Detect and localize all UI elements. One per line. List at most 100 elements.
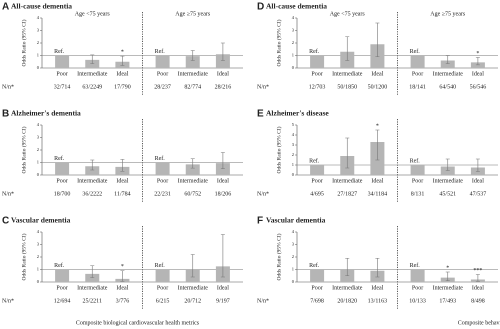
panel-title: All-cause dementia (266, 2, 327, 11)
y-tick-label: 4 (292, 132, 295, 137)
bar-annotation: Ref. (155, 262, 166, 269)
n-value: 13/1163 (368, 298, 387, 304)
bar-annotation: Ref. (410, 157, 421, 164)
bar (310, 165, 325, 175)
bar (85, 59, 100, 68)
error-bar (345, 137, 350, 169)
x-tick-label: Ideal (217, 178, 229, 184)
y-tick-label: 2 (37, 40, 39, 45)
error-bar (190, 254, 195, 278)
n-label: N/n* (257, 298, 269, 304)
y-tick-label: 3 (292, 242, 295, 247)
error-bar (475, 274, 480, 282)
bar-annotation: Ref. (410, 48, 421, 55)
group-label: Age ≥75 years (430, 11, 466, 17)
error-bar (445, 271, 450, 282)
y-tick-label: 3 (37, 242, 40, 247)
bar (155, 55, 170, 68)
panel-title: Vascular dementia (11, 216, 71, 225)
y-tick-label: 2 (292, 254, 294, 259)
n-label: N/n* (257, 84, 269, 90)
x-tick-label: Ideal (217, 285, 229, 291)
error-bar (220, 152, 225, 170)
bar-annotation: Ref. (410, 262, 421, 269)
bar-annotation: * (376, 123, 379, 129)
n-value: 34/1184 (368, 191, 387, 197)
x-tick-label: Ideal (371, 71, 383, 77)
x-tick-label: Ideal (371, 285, 383, 291)
bar (85, 166, 100, 175)
x-axis-label: Composite biological cardiovascular heal… (76, 320, 200, 326)
x-tick-label: Intermediate (433, 71, 464, 77)
n-value: 25/2211 (83, 298, 102, 304)
y-tick-label: 0 (292, 65, 295, 70)
bar (155, 269, 170, 282)
n-value: 18/700 (54, 191, 71, 197)
y-tick-label: 3 (292, 28, 295, 33)
x-tick-label: Ideal (116, 71, 128, 77)
error-bar (345, 257, 350, 277)
n-value: 20/1820 (337, 298, 357, 304)
error-bar (190, 158, 195, 169)
bar-annotation: * (121, 264, 124, 270)
n-value: 60/752 (184, 191, 201, 197)
bar-annotation: Ref. (155, 48, 166, 55)
n-value: 63/2249 (82, 84, 102, 90)
bar (470, 62, 485, 68)
bar-annotation: * (476, 51, 479, 57)
y-axis-label: Odds Ratio (95% CI) (275, 19, 282, 66)
bar (185, 56, 200, 68)
error-bar (90, 54, 95, 64)
n-value: 28/216 (215, 84, 232, 90)
n-value: 45/521 (439, 191, 456, 197)
n-value: 17/790 (114, 84, 131, 90)
y-tick-label: 1 (292, 162, 294, 167)
n-value: 7/698 (310, 298, 324, 304)
n-value: 20/712 (184, 298, 201, 304)
n-label: N/n* (2, 298, 14, 304)
n-value: 36/2222 (82, 191, 102, 197)
x-tick-label: Poor (56, 285, 67, 291)
panel-title: Alzheimer's disease (266, 109, 329, 118)
n-value: 64/540 (439, 84, 456, 90)
y-tick-label: 0 (37, 65, 40, 70)
n-value: 18/206 (215, 191, 232, 197)
y-tick-label: 5 (292, 122, 295, 127)
error-bar (220, 42, 225, 61)
error-bar (375, 22, 380, 58)
y-tick-label: 4 (292, 229, 295, 234)
panel-letter: D (257, 2, 264, 13)
x-tick-label: Poor (311, 71, 322, 77)
n-value: 11/784 (114, 191, 130, 197)
bar (410, 269, 425, 282)
bar (85, 273, 100, 282)
y-tick-label: 2 (37, 254, 39, 259)
bar (55, 269, 70, 282)
bar-annotation: *** (473, 268, 482, 274)
bar-annotation: * (121, 50, 124, 56)
n-value: 9/197 (216, 298, 230, 304)
panel-letter: F (257, 216, 263, 227)
panel-title: Vascular dementia (266, 216, 326, 225)
error-bar (345, 36, 350, 61)
y-tick-label: 3 (37, 28, 40, 33)
n-label: N/n* (257, 191, 269, 197)
error-bar (375, 257, 380, 278)
n-value: 17/493 (439, 298, 456, 304)
bar (310, 269, 325, 282)
x-tick-label: Intermediate (77, 178, 108, 184)
x-tick-label: Poor (157, 178, 168, 184)
n-value: 22/231 (154, 191, 171, 197)
y-tick-label: 0 (292, 172, 295, 177)
y-axis-label: Odds Ratio (95% CI) (275, 126, 282, 173)
n-value: 28/237 (154, 84, 171, 90)
n-value: 12/703 (309, 84, 326, 90)
y-tick-label: 0 (37, 279, 40, 284)
bar (410, 55, 425, 68)
bar (55, 162, 70, 175)
y-tick-label: 1 (37, 53, 39, 58)
n-value: 3/776 (116, 298, 130, 304)
bar-annotation: Ref. (54, 262, 65, 269)
bar (310, 55, 325, 68)
